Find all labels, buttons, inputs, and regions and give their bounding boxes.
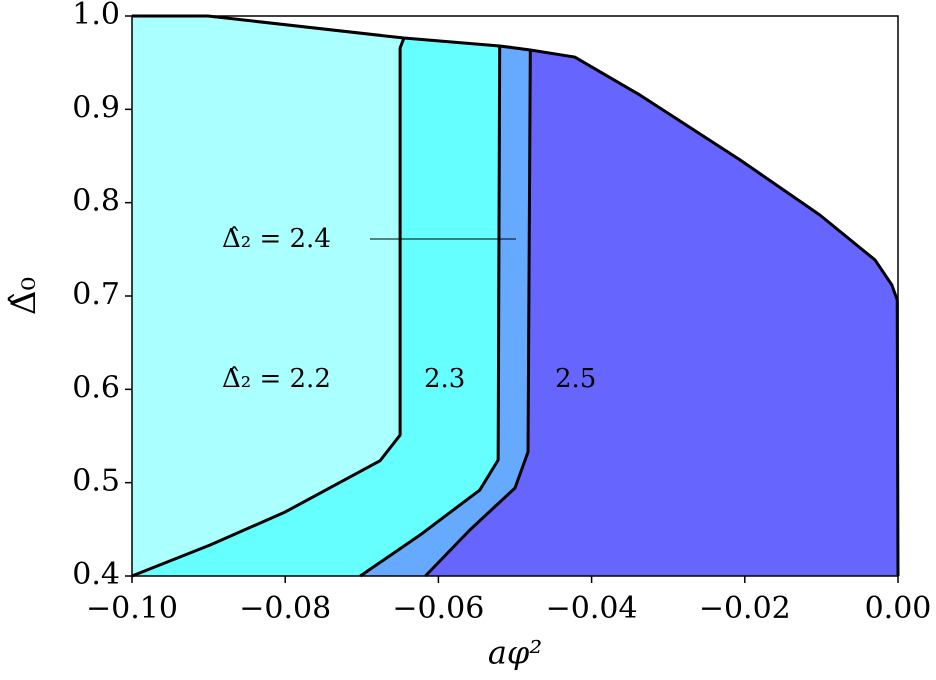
y-tick-label: 0.4 xyxy=(72,557,120,592)
y-tick-label: 0.7 xyxy=(72,277,120,312)
annotation: 2.3 xyxy=(424,364,465,394)
annotation: Δ̂₂ = 2.4 xyxy=(222,224,331,254)
x-tick-label: −0.06 xyxy=(392,591,484,626)
boundaries xyxy=(131,14,900,578)
boundary-line xyxy=(131,37,406,578)
y-tick-label: 0.8 xyxy=(72,184,120,219)
x-tick-label: 0.00 xyxy=(865,591,932,626)
annotation: Δ̂₂ = 2.2 xyxy=(222,364,331,394)
axes: −0.10 −0.08 −0.06 −0.04 −0.02 0.00 0.4 0.5 0.6 0.… xyxy=(72,0,931,626)
regions xyxy=(132,16,898,576)
x-tick-label: −0.08 xyxy=(239,591,331,626)
y-tick-label: 0.9 xyxy=(72,90,120,125)
y-tick-label: 1.0 xyxy=(72,0,120,32)
x-tick-label: −0.04 xyxy=(546,591,638,626)
y-tick-label: 0.5 xyxy=(72,464,120,499)
y-tick-label: 0.6 xyxy=(72,370,120,405)
boundary-line xyxy=(359,45,502,578)
x-axis-label: aφ² xyxy=(488,634,542,672)
annotation: 2.5 xyxy=(555,364,596,394)
x-tick-label: −0.10 xyxy=(86,591,178,626)
x-tick-label: −0.02 xyxy=(699,591,791,626)
y-axis-label: Δ̂₀ xyxy=(4,277,44,315)
boundary-line xyxy=(424,49,532,578)
